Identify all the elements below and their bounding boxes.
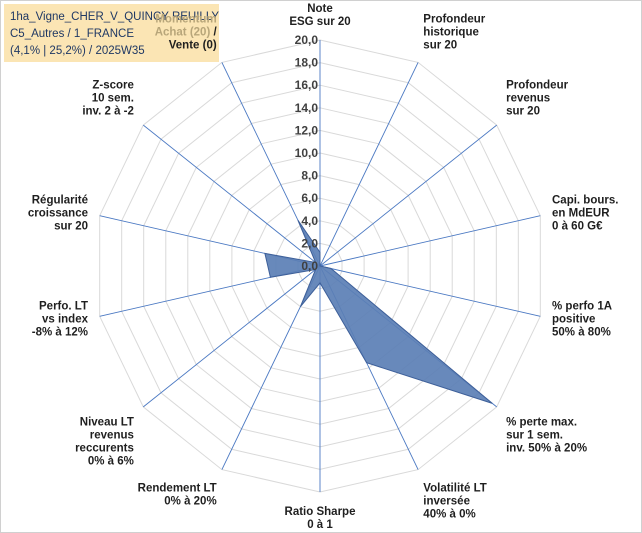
axis-label: Capi. bours. en MdEUR 0 à 60 G€ — [552, 195, 618, 233]
axis-label-line: Capi. bours. — [552, 195, 618, 207]
axis-label: Régularité croissance sur 20 — [28, 195, 88, 233]
axis-label: Ratio Sharpe 0 à 1 — [285, 506, 356, 531]
axis-label-line: % perte max. — [506, 416, 577, 428]
tick-label: 14,0 — [295, 101, 319, 115]
tick-label: 6,0 — [301, 191, 318, 205]
axis-label-line: ESG sur 20 — [289, 16, 350, 28]
axis-label-line: Note — [307, 3, 333, 15]
axis-label-line: Achat (20) / — [155, 27, 218, 39]
axis-label-line: Rendement LT — [138, 482, 217, 494]
axis-label: % perte max. sur 1 sem. inv. 50% à 20% — [506, 416, 587, 454]
axis-label-line: inv. 2 à -2 — [82, 106, 134, 118]
axis-label-line: Perfo. LT — [39, 301, 88, 313]
tick-label: 8,0 — [301, 169, 318, 183]
tick-label: 4,0 — [301, 214, 318, 228]
axis-label-line: 50% à 80% — [552, 327, 611, 339]
axis-label-line: 0 à 1 — [307, 519, 333, 531]
axis-label-line: 10 sem. — [92, 93, 134, 105]
axis-label-line: Profondeur — [506, 80, 568, 92]
axis-label: Momentum Achat (20) / Vente (0) — [155, 14, 218, 52]
axis-label: Niveau LT revenus reccurents 0% à 6% — [75, 416, 134, 467]
tick-labels: 0,0 2,0 4,0 6,0 8,0 10,0 12,0 14,0 16,0 18,0 20,0 — [295, 33, 319, 273]
axis-label-line: Z-score — [92, 80, 134, 92]
axis-label-line: 0 à 60 G€ — [552, 221, 603, 233]
axis-label-line: 40% à 0% — [423, 508, 475, 520]
axis-label: Z-score 10 sem. inv. 2 à -2 — [82, 80, 134, 118]
axis-label: Rendement LT 0% à 20% — [138, 482, 217, 507]
axis-label-line: revenus — [90, 429, 134, 441]
axis-label-line: Momentum — [155, 14, 216, 26]
axis-label-line: vs index — [42, 314, 89, 326]
axis-label-line: positive — [552, 314, 595, 326]
radar-spoke — [319, 124, 497, 267]
axis-label-line: revenus — [506, 93, 550, 105]
axis-label-line: Volatilité LT — [423, 482, 486, 494]
axis-label-line: en MdEUR — [552, 208, 610, 220]
title-line-2: C5_Autres / 1_FRANCE — [10, 28, 134, 40]
axis-label: Volatilité LT inversée 40% à 0% — [423, 482, 486, 520]
radar-spoke — [143, 265, 321, 408]
axis-label-line: historique — [423, 27, 479, 39]
axis-label: % perfo 1A positive 50% à 80% — [552, 301, 612, 339]
axis-label-line: inversée — [423, 495, 470, 507]
title-line-1: 1ha_Vigne_CHER_V_QUINCY REUILLY — [10, 11, 220, 23]
tick-label: 18,0 — [295, 56, 319, 70]
axis-label-line: inv. 50% à 20% — [506, 442, 587, 454]
axis-label-line: croissance — [28, 208, 88, 220]
tick-label: 2,0 — [301, 236, 318, 250]
tick-label: 12,0 — [295, 123, 319, 137]
title-line-3: (4,1% | 25,2%) / 2025W35 — [10, 45, 145, 57]
axis-label-line: sur 20 — [54, 221, 88, 233]
chart-title-box: 1ha_Vigne_CHER_V_QUINCY REUILLY C5_Autre… — [4, 4, 219, 62]
axis-label-line: % perfo 1A — [552, 301, 612, 313]
tick-label: 16,0 — [295, 78, 319, 92]
axis-label-line: sur 20 — [423, 40, 457, 52]
axis-label-line: 0% à 6% — [88, 455, 134, 467]
axis-label-line: Vente (0) — [169, 40, 217, 52]
radar-spoke — [319, 215, 541, 267]
axis-label-line: 0% à 20% — [164, 495, 216, 507]
axis-label-line: -8% à 12% — [32, 327, 88, 339]
axis-label-line: Profondeur — [423, 14, 485, 26]
axis-label-line: sur 1 sem. — [506, 429, 563, 441]
axis-label-line: Niveau LT — [80, 416, 134, 428]
radar-spoke — [319, 265, 541, 317]
tick-label: 10,0 — [295, 146, 319, 160]
radar-spoke — [143, 124, 321, 267]
axis-label-line: reccurents — [75, 442, 134, 454]
series-area — [264, 219, 493, 404]
axis-label-muted: Achat (20) — [155, 27, 211, 39]
axis-label-rest: / — [210, 27, 217, 39]
axis-label-line: sur 20 — [506, 106, 540, 118]
axis-label: Profondeur revenus sur 20 — [506, 80, 568, 118]
axis-label: Note ESG sur 20 — [289, 3, 350, 28]
radar-spoke — [319, 62, 419, 267]
axis-label: Profondeur historique sur 20 — [423, 14, 485, 52]
axis-label-line: Régularité — [32, 195, 88, 207]
tick-label: 20,0 — [295, 33, 319, 47]
tick-label: 0,0 — [301, 259, 318, 273]
axis-label: Perfo. LT vs index -8% à 12% — [32, 301, 89, 339]
axis-labels: Note ESG sur 20 Profondeur historique sur 20… — [28, 3, 619, 531]
axis-label-line: Ratio Sharpe — [285, 506, 356, 518]
